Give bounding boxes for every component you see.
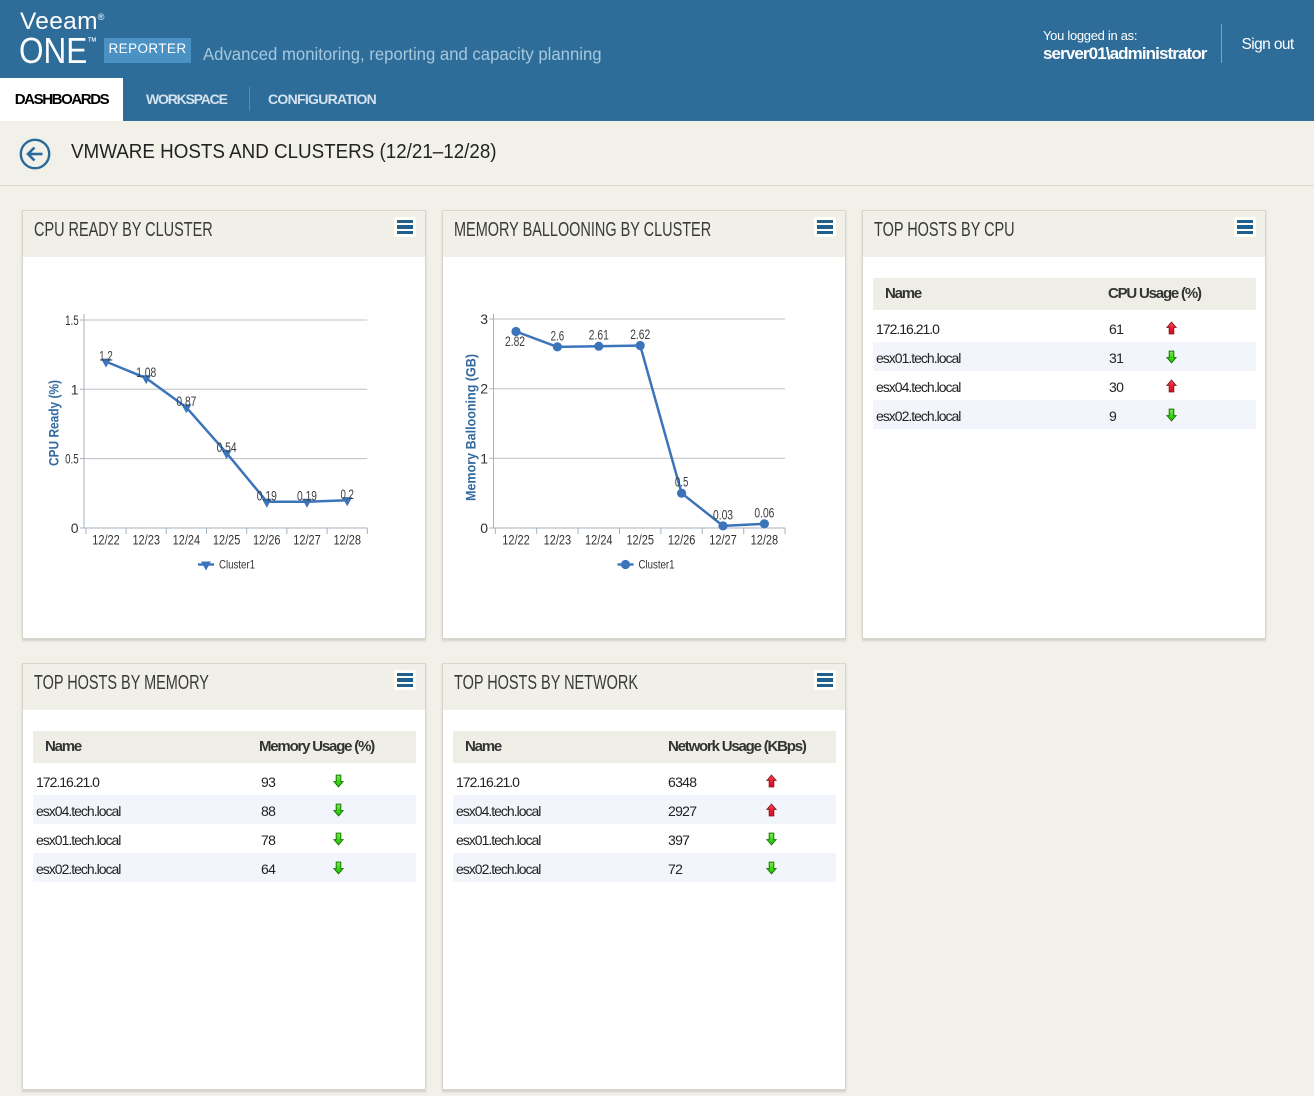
svg-text:0.19: 0.19 — [297, 488, 317, 504]
svg-text:1: 1 — [71, 381, 79, 397]
svg-text:0.03: 0.03 — [713, 506, 733, 522]
svg-text:Cluster1: Cluster1 — [639, 557, 675, 571]
svg-text:2.6: 2.6 — [551, 327, 565, 343]
svg-text:0: 0 — [71, 520, 79, 536]
svg-text:12/24: 12/24 — [585, 532, 613, 548]
svg-text:12/27: 12/27 — [709, 532, 737, 548]
svg-text:12/28: 12/28 — [333, 532, 361, 548]
svg-text:Memory Ballooning (GB): Memory Ballooning (GB) — [462, 354, 478, 501]
svg-text:12/24: 12/24 — [173, 532, 201, 548]
svg-text:12/23: 12/23 — [132, 532, 160, 548]
svg-text:Cluster1: Cluster1 — [219, 557, 255, 571]
svg-text:0.5: 0.5 — [675, 474, 689, 490]
svg-text:CPU Ready (%): CPU Ready (%) — [45, 380, 61, 466]
svg-text:0.54: 0.54 — [217, 439, 237, 455]
svg-text:12/23: 12/23 — [544, 532, 572, 548]
svg-text:1.2: 1.2 — [99, 347, 113, 363]
svg-text:1.5: 1.5 — [65, 312, 79, 328]
svg-text:0.5: 0.5 — [65, 451, 79, 467]
svg-text:12/26: 12/26 — [253, 532, 281, 548]
svg-text:12/28: 12/28 — [751, 532, 779, 548]
svg-text:0.06: 0.06 — [754, 504, 774, 520]
svg-text:12/22: 12/22 — [92, 532, 120, 548]
svg-text:0: 0 — [480, 520, 488, 536]
svg-text:1: 1 — [480, 450, 488, 466]
svg-text:2.62: 2.62 — [630, 326, 650, 342]
svg-text:1.08: 1.08 — [136, 364, 156, 380]
svg-text:12/25: 12/25 — [213, 532, 241, 548]
svg-text:0.2: 0.2 — [340, 486, 354, 502]
svg-text:12/22: 12/22 — [502, 532, 530, 548]
svg-text:2: 2 — [480, 381, 488, 397]
svg-text:0.19: 0.19 — [257, 488, 277, 504]
svg-text:2.61: 2.61 — [589, 327, 609, 343]
svg-text:3: 3 — [480, 311, 488, 327]
svg-text:2.82: 2.82 — [505, 333, 525, 349]
svg-text:0.87: 0.87 — [176, 393, 196, 409]
svg-text:12/27: 12/27 — [293, 532, 321, 548]
svg-text:12/25: 12/25 — [626, 532, 654, 548]
svg-text:12/26: 12/26 — [668, 532, 696, 548]
